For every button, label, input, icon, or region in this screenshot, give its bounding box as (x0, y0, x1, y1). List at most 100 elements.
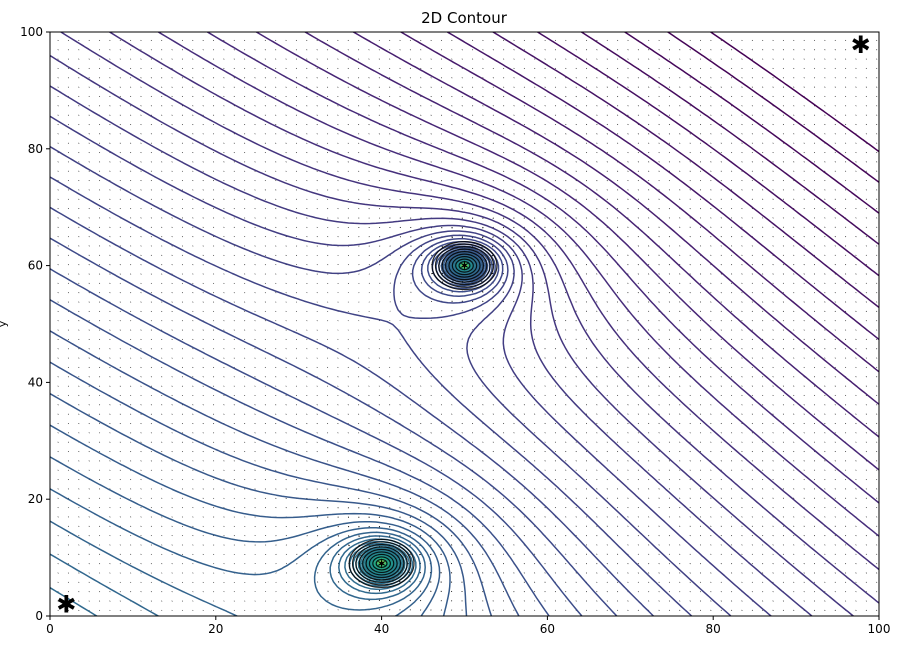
quiver-arrow (502, 291, 505, 293)
quiver-arrow (565, 226, 567, 228)
quiver-arrow (451, 525, 453, 528)
quiver-arrow (502, 282, 505, 284)
quiver-arrow (471, 516, 474, 518)
contour-lines (50, 32, 879, 616)
quiver-arrow (565, 179, 567, 182)
contour-level-12 (157, 32, 879, 537)
quiver-arrow (348, 590, 350, 592)
contour-level-29 (50, 252, 483, 616)
quiver-arrow (502, 208, 505, 210)
quiver-arrow (419, 590, 422, 592)
quiver-arrow (471, 506, 474, 509)
quiver-arrow (534, 198, 536, 200)
quiver-arrow (544, 189, 546, 191)
quiver-arrow (430, 497, 432, 499)
contour-level-23 (50, 245, 550, 616)
quiver-arrow (419, 553, 422, 556)
quiver-arrow (513, 208, 515, 210)
quiver-arrow (533, 217, 536, 219)
quiver-arrow (429, 544, 432, 546)
contour-level-31 (50, 254, 481, 616)
quiver-arrow (512, 254, 515, 257)
contour-level-19 (50, 176, 693, 616)
contour-level-1 (667, 32, 879, 184)
quiver-arrow (440, 497, 443, 499)
quiver-arrow (482, 226, 484, 229)
quiver-arrow (481, 290, 484, 293)
quiver-arrow (492, 217, 494, 219)
quiver-arrow (451, 488, 453, 490)
quiver-arrow (565, 198, 567, 200)
quiver-arrow (554, 235, 556, 238)
quiver-arrow (533, 226, 536, 229)
quiver-arrow (544, 208, 546, 210)
quiver-arrow (575, 207, 577, 210)
contour-level-11 (206, 32, 879, 504)
quiver-arrow (534, 189, 536, 191)
contour-level-22 (50, 243, 583, 616)
contour-level-21 (50, 237, 618, 616)
quiver-arrow (348, 544, 350, 547)
quiver-arrow (430, 507, 432, 509)
quiver-arrow (337, 535, 340, 537)
quiver-arrow (420, 507, 422, 509)
contour-level-0 (709, 32, 879, 153)
quiver-arrow (419, 516, 422, 518)
quiver-arrow (440, 488, 443, 490)
contour-level-3 (580, 32, 879, 246)
quiver-arrow (410, 254, 412, 257)
contour-level-10 (255, 32, 879, 471)
contour-level-14 (60, 32, 879, 604)
contour-level-26 (50, 249, 487, 616)
quiver-arrow (492, 236, 494, 238)
quiver-arrow (565, 208, 567, 210)
quiver-arrow (461, 488, 463, 490)
quiver-arrow (554, 217, 557, 219)
quiver-arrow (502, 217, 505, 219)
quiver-arrow (482, 310, 484, 312)
quiver-arrow (523, 245, 525, 247)
contour-level-8 (352, 32, 879, 406)
quiver-arrow (523, 208, 525, 210)
quiver-arrow (585, 179, 588, 182)
quiver-arrow (575, 217, 577, 219)
quiver-arrow (492, 291, 494, 293)
contour-level-2 (624, 32, 879, 214)
contour-level-9 (304, 32, 879, 438)
contour-level-25 (50, 248, 493, 616)
quiver-arrow (430, 516, 432, 518)
plot-area (50, 32, 879, 616)
contour-level-18 (50, 145, 732, 616)
quiver-arrow (337, 590, 340, 592)
quiver-arrow (471, 488, 474, 490)
quiver-arrow (554, 226, 557, 228)
quiver-arrow (554, 189, 557, 191)
quiver-arrow (575, 189, 577, 191)
quiver-arrow (348, 571, 351, 574)
quiver-arrow (327, 553, 329, 556)
quiver-arrow (596, 189, 598, 191)
quiver-arrow (585, 198, 588, 200)
quiver-arrow (358, 535, 360, 538)
quiver-arrow (481, 236, 484, 239)
quiver-arrow (399, 254, 402, 257)
quiver-arrow (347, 535, 350, 537)
quiver-arrow (585, 189, 588, 191)
quiver-arrow (461, 497, 463, 499)
quiver-arrow (410, 245, 412, 247)
quiver-arrow (440, 516, 443, 518)
quiver-arrow (502, 226, 505, 229)
quiver-arrow (565, 217, 567, 219)
quiver-arrow (399, 245, 402, 247)
contour-level-6 (446, 32, 879, 341)
quiver-arrow (430, 236, 433, 238)
quiver-arrow (565, 189, 567, 191)
quiver-arrow (523, 198, 525, 200)
quiver-arrow (398, 589, 401, 592)
quiver-arrow (512, 245, 515, 247)
quiver-arrow (348, 580, 350, 583)
quiver-arrow (409, 590, 411, 592)
contour-level-20 (50, 206, 655, 616)
quiver-arrow (419, 535, 422, 537)
